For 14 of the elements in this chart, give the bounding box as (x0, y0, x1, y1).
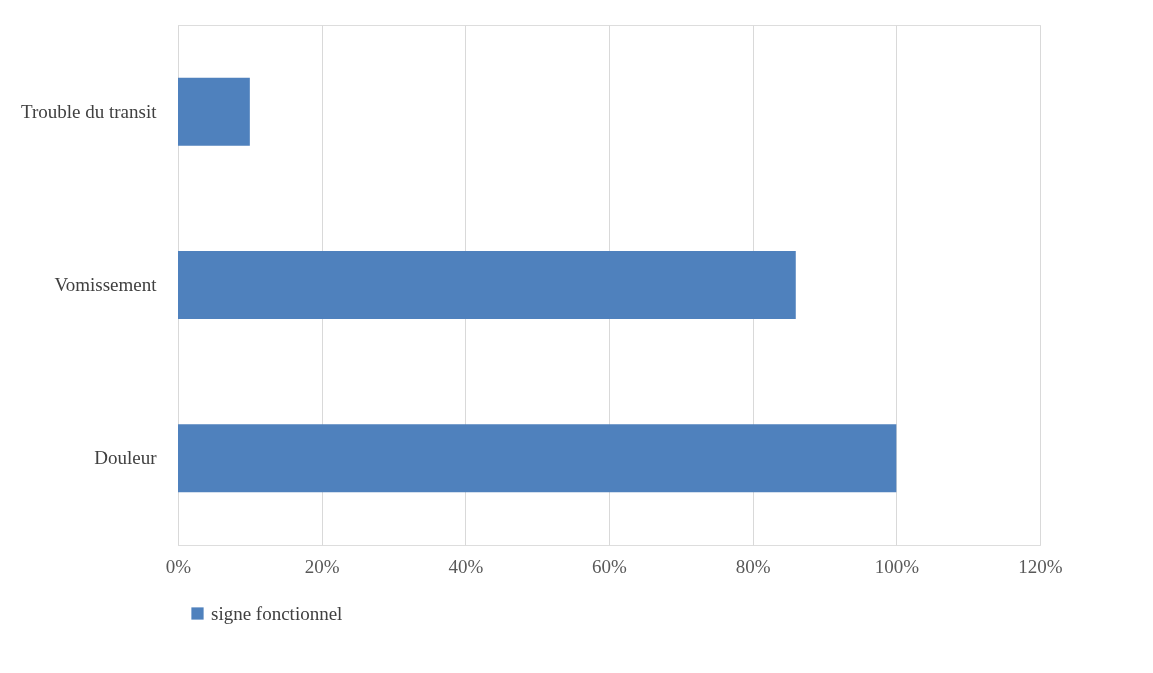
x-tick-label: 80% (735, 555, 771, 577)
bar (178, 77, 250, 146)
x-tick-label: 0% (165, 555, 192, 577)
y-tick-label: Douleur (94, 447, 158, 469)
x-tick-label: 40% (448, 555, 484, 577)
y-tick-label: Trouble du transit (21, 100, 158, 122)
legend-label: signe fonctionnel (211, 602, 343, 624)
x-tick-label: 20% (304, 555, 340, 577)
x-tick-label: 60% (592, 555, 628, 577)
x-tick-label: 120% (1018, 555, 1063, 577)
bar (178, 424, 897, 493)
bar (178, 251, 796, 319)
x-tick-label: 100% (874, 555, 920, 577)
y-tick-label: Vomissement (54, 274, 158, 295)
